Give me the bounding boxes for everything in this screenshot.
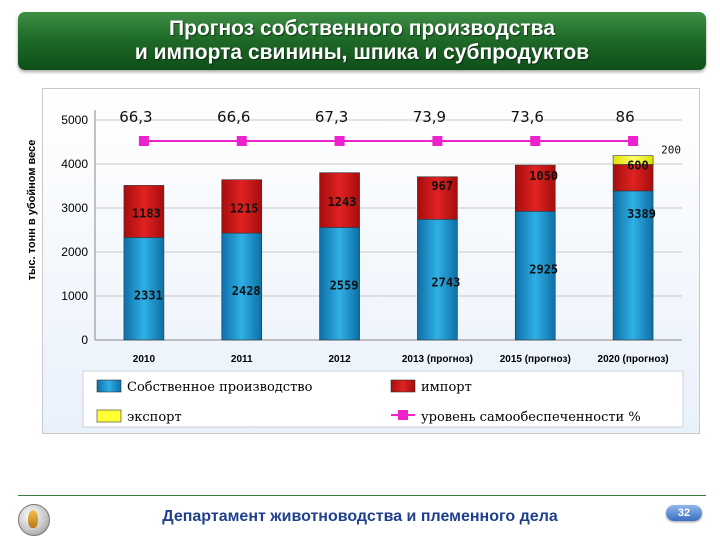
self-sufficiency-label: 86 [616,108,635,126]
y-tick-label: 1000 [61,289,88,303]
bar-production [319,227,360,341]
x-tick-label: 2013 (прогноз) [402,354,473,365]
bar-production [123,237,165,341]
data-label-import: 1183 [132,206,161,220]
legend-box [82,370,684,428]
data-label-production: 3389 [627,207,656,221]
legend-swatch-marker [398,410,408,420]
wheat-emblem-icon [28,510,38,528]
page-number-badge: 32 [666,505,702,521]
ministry-logo [18,504,50,536]
y-tick-label: 3000 [61,201,88,215]
self-sufficiency-marker [334,136,345,146]
self-sufficiency-marker [138,136,149,146]
title-line-1: Прогноз собственного производства [168,17,555,40]
data-label-import: 1215 [230,201,259,215]
bar-import [319,172,360,228]
self-sufficiency-label: 66,6 [217,108,250,126]
x-tick-label: 2011 [231,354,253,365]
legend-label: уровень самообеспеченности % [421,410,641,425]
bar-production [514,211,556,341]
bar-production [221,232,263,341]
bar-import [417,176,458,220]
bar-production [612,190,654,341]
legend-swatch [96,409,122,423]
data-label-production: 2559 [330,278,359,292]
self-sufficiency-marker [236,136,247,146]
y-tick-label: 5000 [61,113,88,127]
x-tick-label: 2010 [133,354,156,365]
data-label-import: 1050 [529,169,558,183]
x-tick-label: 2020 (прогноз) [598,354,669,365]
title-banner: Прогноз собственного производства и импо… [18,12,706,70]
data-label-export: 200 [661,144,681,157]
footer-divider [18,495,706,496]
legend-label: Собственное производство [127,380,313,395]
data-label-production: 2743 [431,275,460,289]
x-tick-label: 2012 [328,354,351,365]
title-line-2: и импорта свинины, шпика и субпродуктов [134,41,590,64]
data-label-production: 2925 [529,262,558,276]
footer-department: Департамент животноводства и племенного … [162,508,558,525]
data-label-production: 2331 [134,288,163,302]
self-sufficiency-label: 67,3 [315,108,348,126]
bar-import [514,164,556,212]
self-sufficiency-label: 66,3 [119,108,152,126]
legend-label: импорт [421,380,472,395]
self-sufficiency-marker [432,136,443,146]
bar-production [417,219,458,341]
legend-swatch [96,379,122,393]
self-sufficiency-label: 73,6 [511,108,544,126]
y-tick-label: 4000 [61,157,88,171]
y-tick-label: 0 [81,333,88,347]
legend-label: экспорт [127,410,182,425]
bar-import [123,185,165,238]
bar-export [612,155,654,165]
data-label-import: 600 [627,159,649,173]
bar-import [221,179,263,234]
y-tick-label: 2000 [61,245,88,259]
data-label-import: 1243 [328,195,357,209]
data-label-production: 2428 [232,284,261,298]
self-sufficiency-label: 73,9 [413,108,446,126]
legend-swatch [390,379,416,393]
data-label-import: 967 [431,179,453,193]
self-sufficiency-marker [530,136,541,146]
x-tick-label: 2015 (прогноз) [500,354,571,365]
self-sufficiency-marker [628,136,639,146]
